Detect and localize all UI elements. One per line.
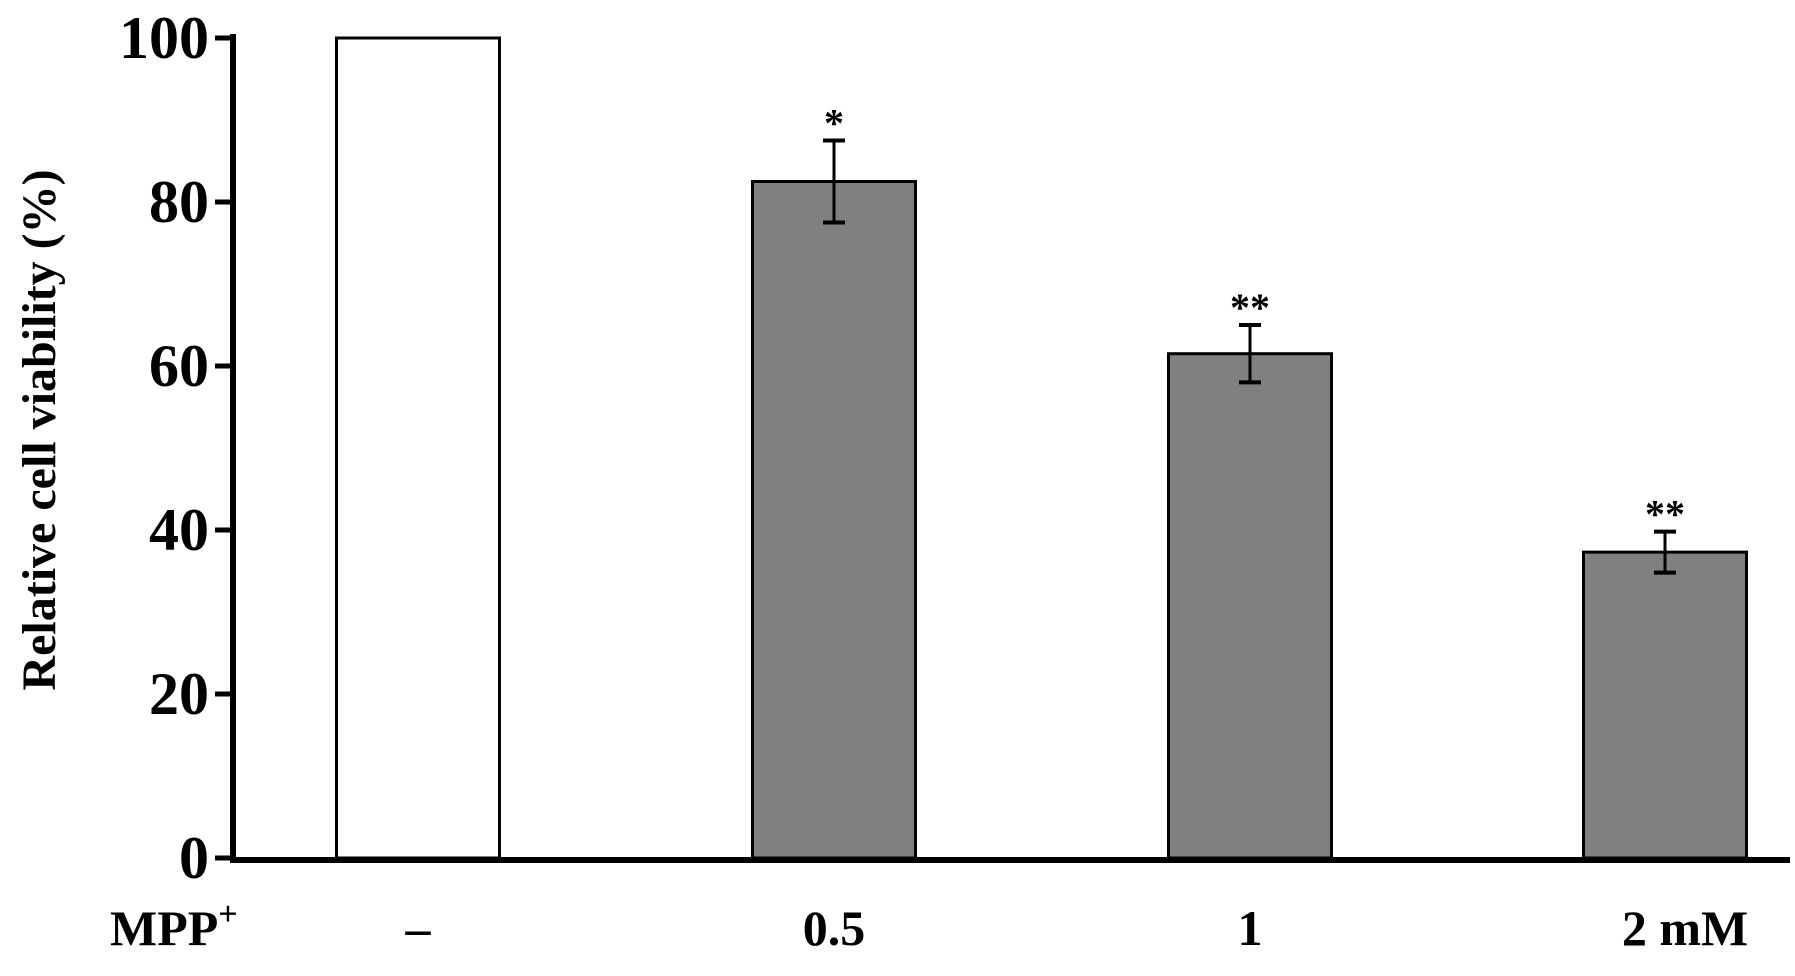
y-tick-label: 80: [149, 169, 209, 235]
y-tick-label: 20: [149, 661, 209, 727]
significance-label: *: [824, 101, 844, 146]
bar: [1582, 550, 1748, 860]
bar: [751, 180, 917, 860]
x-axis: – 0.5 1 2 mM: [230, 857, 1790, 956]
y-axis: 0 20 40 60 80 100: [119, 5, 236, 891]
bar: [1167, 352, 1333, 860]
y-tick-label: 0: [179, 825, 209, 891]
y-tick-label: 60: [149, 333, 209, 399]
bar: [335, 36, 501, 860]
x-category-label: 1: [1238, 900, 1263, 956]
x-row-title-superscript: +: [218, 896, 237, 933]
y-tick-label: 40: [149, 497, 209, 563]
significance-label: **: [1645, 492, 1685, 537]
x-category-label: 0.5: [803, 900, 866, 956]
x-category-label: –: [405, 900, 432, 956]
y-tick-label: 100: [119, 5, 209, 71]
bars-group: *****: [335, 36, 1748, 860]
x-row-title: MPP+: [110, 896, 238, 956]
y-axis-title: Relative cell viability (%): [13, 169, 66, 690]
significance-label: **: [1230, 285, 1270, 330]
x-row-title-text: MPP: [110, 900, 218, 956]
x-category-label: 2 mM: [1622, 900, 1748, 956]
